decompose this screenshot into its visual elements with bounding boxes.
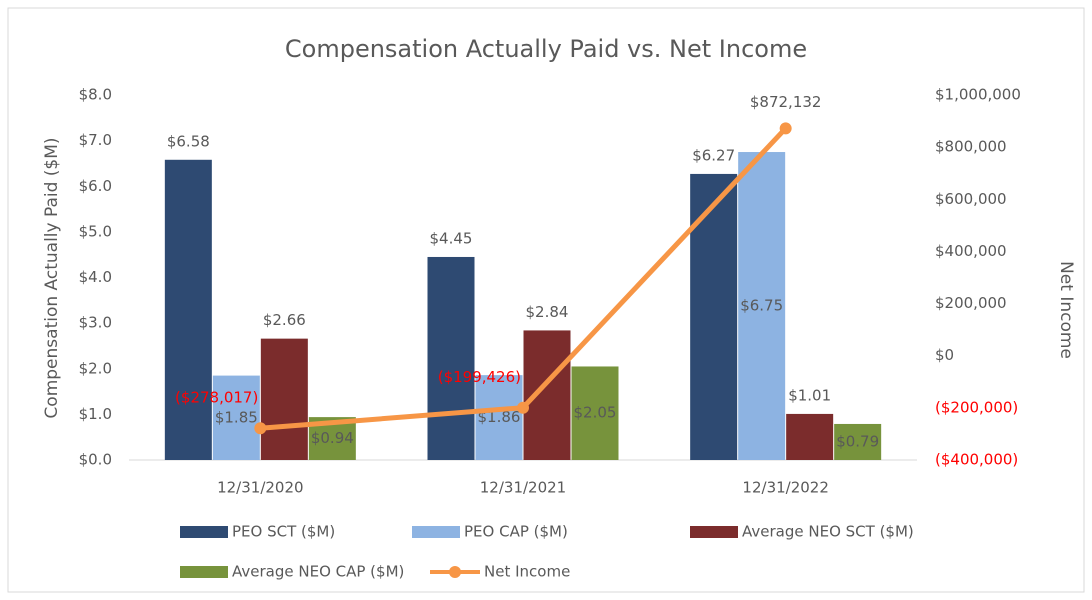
y2-tick-label: $400,000 xyxy=(935,242,1007,260)
data-label: $4.45 xyxy=(430,229,473,247)
legend-label: Average NEO CAP ($M) xyxy=(232,563,404,581)
chart-title: Compensation Actually Paid vs. Net Incom… xyxy=(285,35,807,63)
line-marker xyxy=(779,122,792,135)
data-label: $1.85 xyxy=(215,408,258,426)
legend-swatch xyxy=(449,566,461,578)
data-label: $0.94 xyxy=(311,429,354,447)
bar xyxy=(475,375,523,460)
y-tick-label: $6.0 xyxy=(79,177,112,195)
legend-label: PEO CAP ($M) xyxy=(464,523,568,541)
legend-swatch xyxy=(180,566,228,578)
legend-label: Average NEO SCT ($M) xyxy=(742,523,914,541)
y2-tick-label: ($200,000) xyxy=(935,398,1018,416)
data-label: $2.84 xyxy=(526,303,569,321)
bar xyxy=(212,375,260,460)
legend-label: Net Income xyxy=(484,563,570,581)
x-tick-label: 12/31/2021 xyxy=(480,479,566,497)
bar xyxy=(834,423,882,460)
line-marker xyxy=(517,401,529,414)
data-label: $2.66 xyxy=(263,311,306,329)
data-label: ($199,426) xyxy=(438,368,521,386)
y2-tick-label: $1,000,000 xyxy=(935,86,1021,104)
bar xyxy=(164,159,212,460)
legend-swatch xyxy=(180,526,228,538)
y2-tick-label: $800,000 xyxy=(935,138,1007,156)
y-tick-label: $7.0 xyxy=(79,131,112,149)
bar xyxy=(260,338,308,460)
y2-axis-title: Net Income xyxy=(1056,261,1076,359)
data-label: $872,132 xyxy=(750,93,822,111)
data-label: $6.58 xyxy=(167,132,210,150)
y2-tick-label: ($400,000) xyxy=(935,451,1018,469)
y-tick-label: $5.0 xyxy=(79,222,112,240)
y-axis-title: Compensation Actually Paid ($M) xyxy=(42,137,62,418)
bar xyxy=(427,256,475,460)
y-tick-label: $4.0 xyxy=(79,268,112,286)
data-label: $6.27 xyxy=(692,146,735,164)
line-marker xyxy=(254,422,267,435)
legend-swatch xyxy=(412,526,460,538)
bar xyxy=(523,330,571,460)
bar xyxy=(571,366,619,460)
y-tick-label: $2.0 xyxy=(79,359,112,377)
bar xyxy=(738,152,786,460)
data-label: ($278,017) xyxy=(175,389,258,407)
data-label: $1.01 xyxy=(788,386,831,404)
legend-swatch xyxy=(690,526,738,538)
x-tick-label: 12/31/2022 xyxy=(742,479,828,497)
data-label: $0.79 xyxy=(836,432,879,450)
x-tick-label: 12/31/2020 xyxy=(217,479,303,497)
bar xyxy=(690,173,738,460)
y-tick-label: $3.0 xyxy=(79,314,112,332)
legend-label: PEO SCT ($M) xyxy=(232,523,335,541)
y2-tick-label: $200,000 xyxy=(935,294,1007,312)
data-label: $2.05 xyxy=(574,404,617,422)
y2-tick-label: $600,000 xyxy=(935,190,1007,208)
y-tick-label: $1.0 xyxy=(79,405,112,423)
y-tick-label: $0.0 xyxy=(79,451,112,469)
y2-tick-label: $0 xyxy=(935,346,954,364)
y-tick-label: $8.0 xyxy=(79,86,112,104)
bar xyxy=(786,413,834,460)
data-label: $6.75 xyxy=(740,297,783,315)
